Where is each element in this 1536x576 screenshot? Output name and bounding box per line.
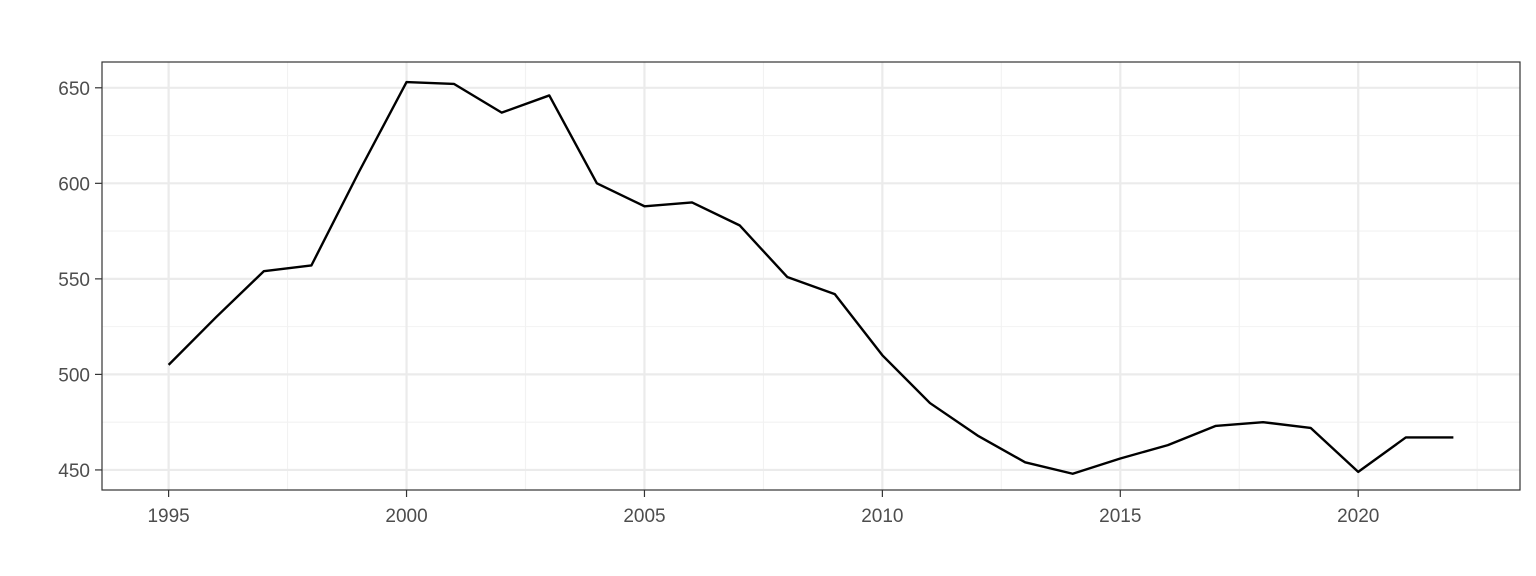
x-tick-label: 2000 [385,506,427,527]
x-tick-label: 2010 [861,506,903,527]
series-layer [167,80,1454,475]
y-axis: 450 500 550 600 650 [58,79,102,482]
y-tick-label: 600 [58,174,90,195]
y-tick-label: 550 [58,270,90,291]
y-tick-label: 450 [58,461,90,482]
x-tick-label: 2015 [1099,506,1141,527]
x-tick-label: 2005 [623,506,665,527]
x-tick-label: 2020 [1337,506,1379,527]
x-axis: 1995 2000 2005 2010 2015 2020 [147,490,1379,527]
minor-gridlines [102,62,1520,490]
plot-panel-border [101,61,1521,491]
y-tick-label: 650 [58,79,90,100]
y-tick-label: 500 [58,365,90,386]
series-line [167,80,1454,475]
plot-panel-background [102,62,1520,490]
x-tick-label: 1995 [147,506,189,527]
major-gridlines [102,62,1520,490]
